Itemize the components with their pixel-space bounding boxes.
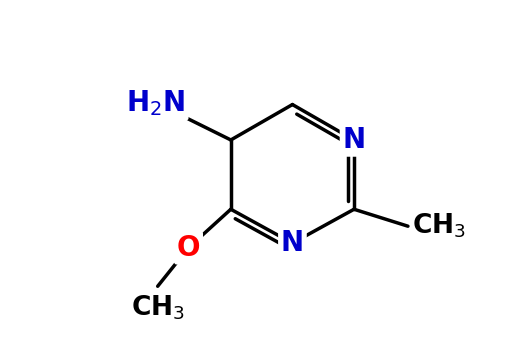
Text: O: O — [177, 234, 200, 262]
Text: N: N — [343, 126, 366, 154]
Text: N: N — [281, 229, 304, 257]
Text: CH$_3$: CH$_3$ — [412, 212, 466, 240]
Text: H$_2$N: H$_2$N — [126, 88, 186, 118]
Text: CH$_3$: CH$_3$ — [131, 294, 185, 323]
